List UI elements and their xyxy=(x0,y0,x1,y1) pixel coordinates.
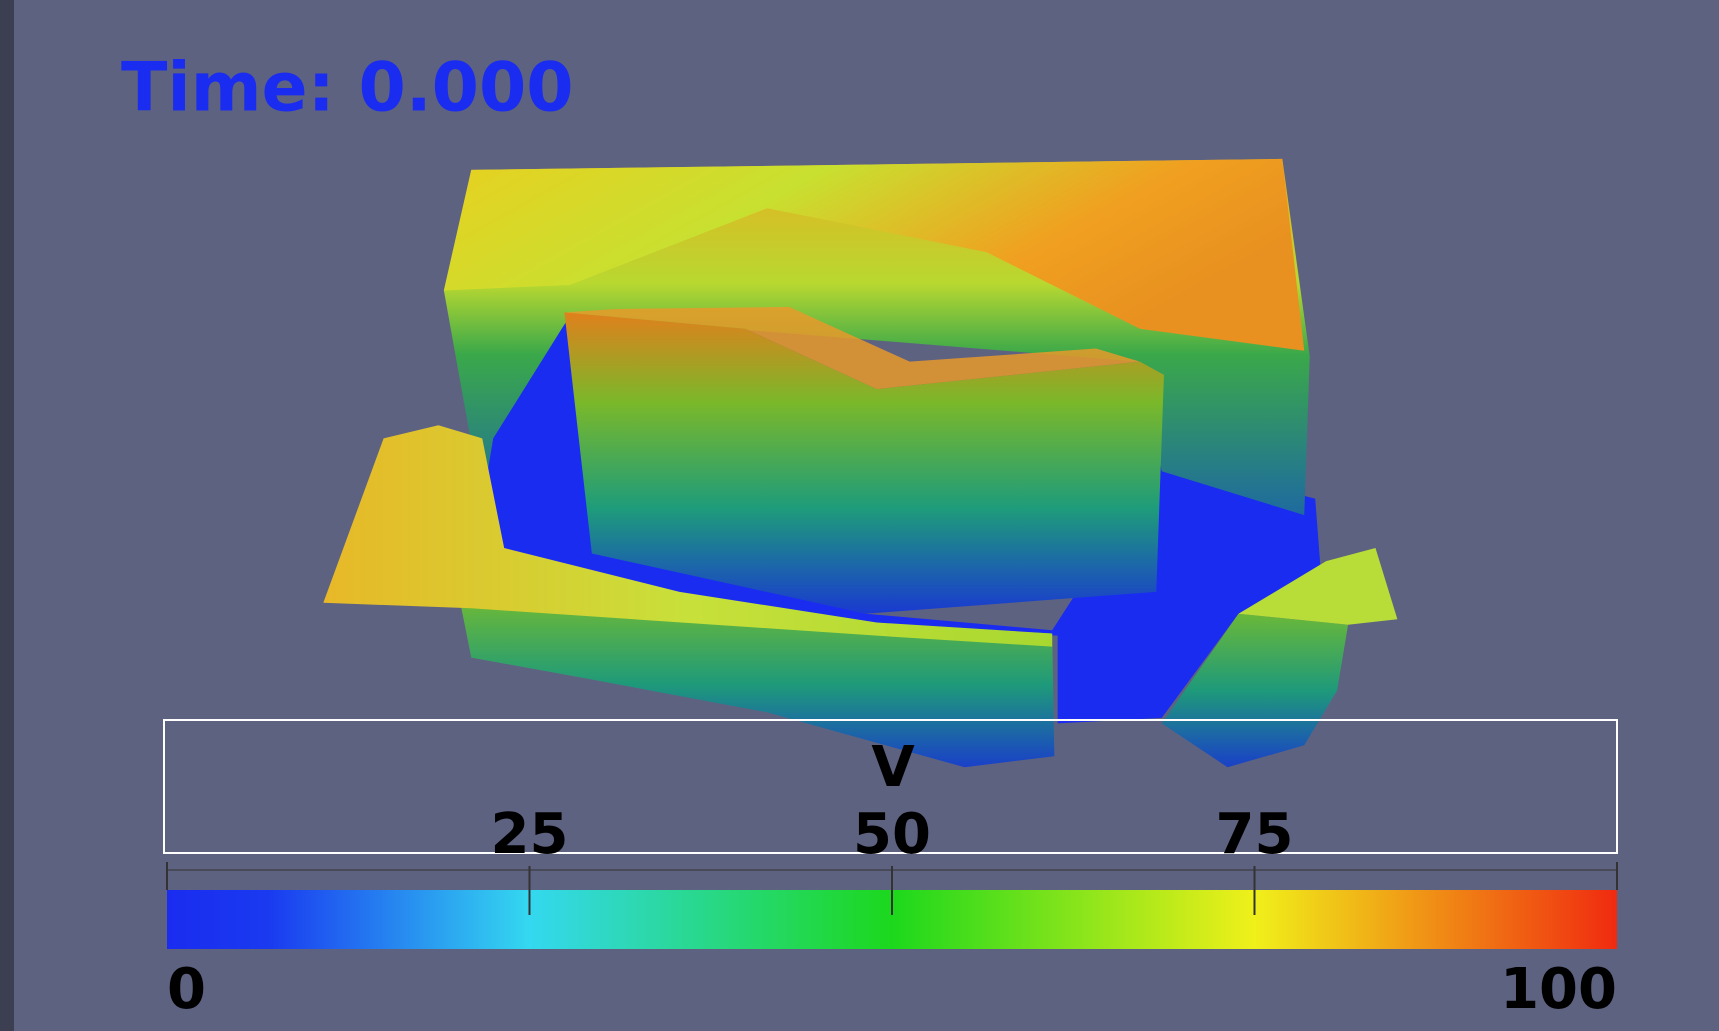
terrain xyxy=(323,159,1397,767)
range-label: 0 xyxy=(167,957,206,1022)
time-label: Time: 0.000 xyxy=(121,49,574,128)
color-bar-title: V xyxy=(871,735,915,800)
range-label: 100 xyxy=(1500,957,1617,1022)
page: Time: 0.000 V 2550750100 (() => { const … xyxy=(0,0,1719,1031)
render-view: Time: 0.000 V 25 50 75 0 100 xyxy=(0,0,1719,1031)
tick-label: 25 xyxy=(491,802,569,867)
frame-edge xyxy=(0,0,14,1031)
tick-label: 50 xyxy=(853,802,931,867)
tick-label: 75 xyxy=(1216,802,1294,867)
